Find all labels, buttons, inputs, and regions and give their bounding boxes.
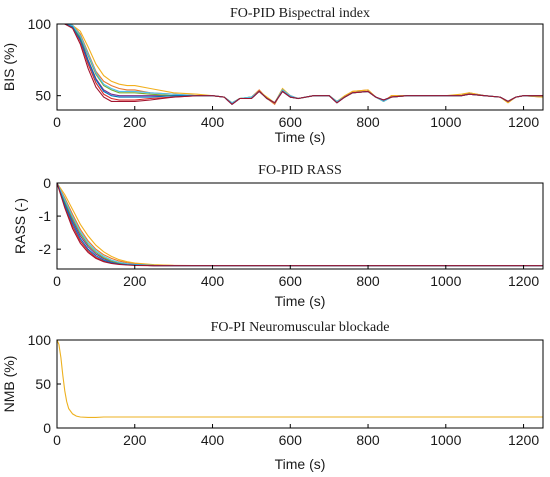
y-axis-label: RASS (-) bbox=[12, 198, 28, 254]
x-tick-label: 1200 bbox=[508, 273, 539, 289]
y-tick-label: 0 bbox=[43, 420, 51, 436]
x-tick-label: 0 bbox=[53, 432, 61, 448]
series-line-1 bbox=[56, 339, 543, 418]
plot-area bbox=[57, 183, 543, 269]
y-tick-label: 50 bbox=[35, 88, 51, 104]
chart-panel-nmb: FO-PI Neuromuscular blockade 0 200 400 600 8… bbox=[1, 320, 544, 472]
y-tick-label: 100 bbox=[28, 332, 52, 348]
y-tick-label: -2 bbox=[39, 241, 52, 257]
x-tick-label: 1000 bbox=[430, 432, 461, 448]
x-tick-label: 600 bbox=[279, 432, 303, 448]
x-tick-label: 800 bbox=[356, 273, 380, 289]
series-group bbox=[57, 23, 544, 106]
x-tick-label: 600 bbox=[279, 114, 303, 130]
x-tick-label: 1000 bbox=[430, 114, 461, 130]
x-axis-label: Time (s) bbox=[275, 293, 326, 309]
x-tick-label: 0 bbox=[53, 114, 61, 130]
y-axis-label: BIS (%) bbox=[1, 43, 17, 91]
chart-title: FO-PID Bispectral index bbox=[230, 6, 370, 21]
chart-panel-rass: FO-PID RASS 0 200 400 600 800 1000 1200 0 -1 -2 T… bbox=[12, 163, 544, 309]
series-line-8 bbox=[57, 23, 543, 106]
x-axis-label: Time (s) bbox=[275, 456, 326, 472]
x-tick-label: 200 bbox=[123, 432, 147, 448]
x-tick-label: 800 bbox=[356, 432, 380, 448]
axis-box bbox=[56, 182, 544, 270]
x-tick-label: 400 bbox=[201, 114, 225, 130]
series-line-8 bbox=[56, 182, 543, 267]
axis-box bbox=[56, 339, 544, 429]
y-tick-label: -1 bbox=[39, 208, 52, 224]
series-group bbox=[56, 182, 543, 267]
x-tick-label: 0 bbox=[53, 273, 61, 289]
y-tick-label: 0 bbox=[43, 175, 51, 191]
y-tick-label: 100 bbox=[28, 16, 52, 32]
tick-group: 0 200 400 600 800 1000 1200 0 -1 -2 bbox=[39, 175, 540, 289]
x-axis-label: Time (s) bbox=[275, 129, 326, 145]
x-tick-label: 1200 bbox=[508, 114, 539, 130]
axis-box bbox=[56, 23, 544, 111]
tick-group: 0 200 400 600 800 1000 1200 50 100 bbox=[28, 16, 540, 130]
x-tick-label: 1000 bbox=[430, 273, 461, 289]
x-tick-label: 200 bbox=[123, 114, 147, 130]
y-axis-label: NMB (%) bbox=[1, 356, 17, 413]
y-tick-label: 50 bbox=[35, 376, 51, 392]
chart-panel-bis: FO-PID Bispectral index 0 200 400 600 800 100… bbox=[1, 6, 544, 145]
chart-title: FO-PID RASS bbox=[258, 163, 342, 178]
x-tick-label: 200 bbox=[123, 273, 147, 289]
series-group bbox=[56, 339, 543, 418]
x-tick-label: 1200 bbox=[508, 432, 539, 448]
x-tick-label: 400 bbox=[201, 273, 225, 289]
tick-group: 0 200 400 600 800 1000 1200 0 50 100 bbox=[28, 332, 540, 448]
plot-area bbox=[57, 340, 543, 428]
chart-title: FO-PI Neuromuscular blockade bbox=[211, 320, 390, 335]
x-tick-label: 600 bbox=[279, 273, 303, 289]
x-tick-label: 800 bbox=[356, 114, 380, 130]
x-tick-label: 400 bbox=[201, 432, 225, 448]
